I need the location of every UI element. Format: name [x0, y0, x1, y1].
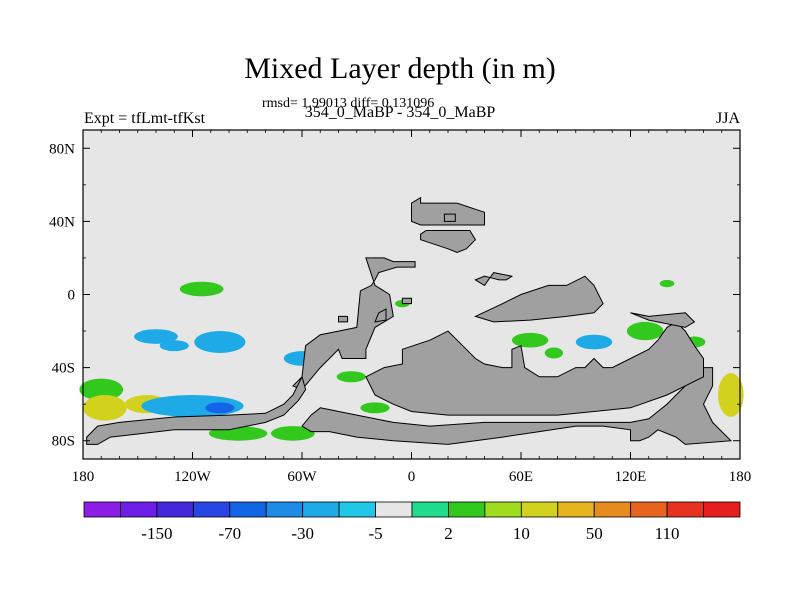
colorbar-swatch: [83, 501, 121, 518]
x-tick-label: 0: [408, 469, 416, 485]
x-tick-label: 180: [729, 469, 752, 485]
colorbar-swatch: [120, 501, 158, 518]
land-mask: [374, 308, 387, 323]
anomaly-patch: [511, 332, 549, 348]
x-tick-label: 60W: [287, 469, 317, 485]
colorbar-label: 50: [586, 524, 603, 543]
colorbar-swatch: [338, 501, 376, 518]
colorbar-swatch: [448, 501, 486, 518]
land-mask: [338, 315, 349, 323]
colorbar-swatch: [192, 501, 231, 518]
colorbar-label: 10: [513, 524, 530, 543]
anomaly-patch: [360, 402, 390, 414]
anomaly-patch: [83, 395, 127, 421]
colorbar: -150 -70 -30 -5 2 10 50 110: [83, 501, 741, 543]
experiment-label: Expt = tfLmt-tfKst: [84, 110, 206, 127]
colorbar-label: -30: [291, 524, 314, 543]
colorbar-swatch: [630, 501, 668, 518]
colorbar-swatch: [265, 501, 304, 518]
land-mask: [401, 297, 412, 305]
x-tick-label: 60E: [509, 469, 533, 485]
land-mask: [474, 275, 604, 323]
anomaly-patch: [270, 426, 315, 441]
y-tick-label: 80S: [52, 434, 75, 450]
anomaly-patch: [718, 373, 744, 417]
anomaly-patch: [179, 281, 224, 297]
colorbar-label: -70: [218, 524, 241, 543]
colorbar-swatch: [411, 501, 449, 518]
colorbar-swatch: [484, 501, 522, 518]
colorbar-swatch: [557, 501, 595, 518]
anomaly-patch: [134, 329, 178, 344]
colorbar-swatch: [703, 501, 741, 518]
chart-subtitle: rmsd= 1.99013 diff= 0.131096: [262, 96, 435, 111]
colorbar-swatch: [302, 501, 340, 518]
colorbar-swatch: [375, 501, 413, 518]
colorbar-swatch: [229, 501, 267, 518]
anomaly-patch: [205, 402, 235, 414]
colorbar-label: 110: [655, 524, 680, 543]
colorbar-swatch: [520, 501, 559, 518]
land-mask: [301, 367, 733, 445]
land-mask: [630, 312, 696, 328]
x-tick-label: 120W: [174, 469, 212, 485]
x-tick-label: 120E: [615, 469, 647, 485]
colorbar-label: -150: [141, 524, 172, 543]
anomaly-patch: [159, 340, 189, 352]
land-mask: [474, 272, 514, 287]
anomaly-patch: [626, 321, 664, 341]
anomaly-patch: [659, 279, 675, 288]
season-label: JJA: [715, 110, 740, 127]
land-mask: [443, 213, 456, 222]
colorbar-label: 2: [444, 524, 453, 543]
anomaly-patch: [236, 292, 259, 304]
colorbar-swatch: [156, 501, 194, 518]
y-tick-label: 40S: [52, 361, 75, 377]
anomaly-patch: [336, 371, 366, 383]
land-mask: [292, 257, 416, 391]
land-mask: [86, 375, 307, 445]
land-mask: [420, 230, 477, 254]
map-layer: [79, 130, 744, 459]
y-tick-label: 40N: [49, 214, 75, 230]
x-tick-label: 180: [72, 469, 95, 485]
axes: 180 120W 60W 0 60E 120E 180 80N 40N 0 40S 80S: [49, 129, 752, 485]
chart-title: Mixed Layer depth (in m): [244, 52, 556, 85]
colorbar-swatch: [593, 501, 632, 518]
anomaly-patch: [575, 334, 613, 350]
land-mask: [411, 196, 485, 226]
colorbar-label: -5: [368, 524, 382, 543]
y-tick-label: 0: [68, 288, 76, 304]
period-label: 354_0_MaBP - 354_0_MaBP: [304, 104, 496, 121]
colorbar-swatch: [666, 501, 704, 518]
anomaly-patch: [79, 378, 124, 401]
anomaly-patch: [194, 331, 246, 353]
y-tick-label: 80N: [49, 141, 75, 157]
anomaly-patch: [544, 347, 563, 359]
land-mask: [365, 321, 704, 416]
